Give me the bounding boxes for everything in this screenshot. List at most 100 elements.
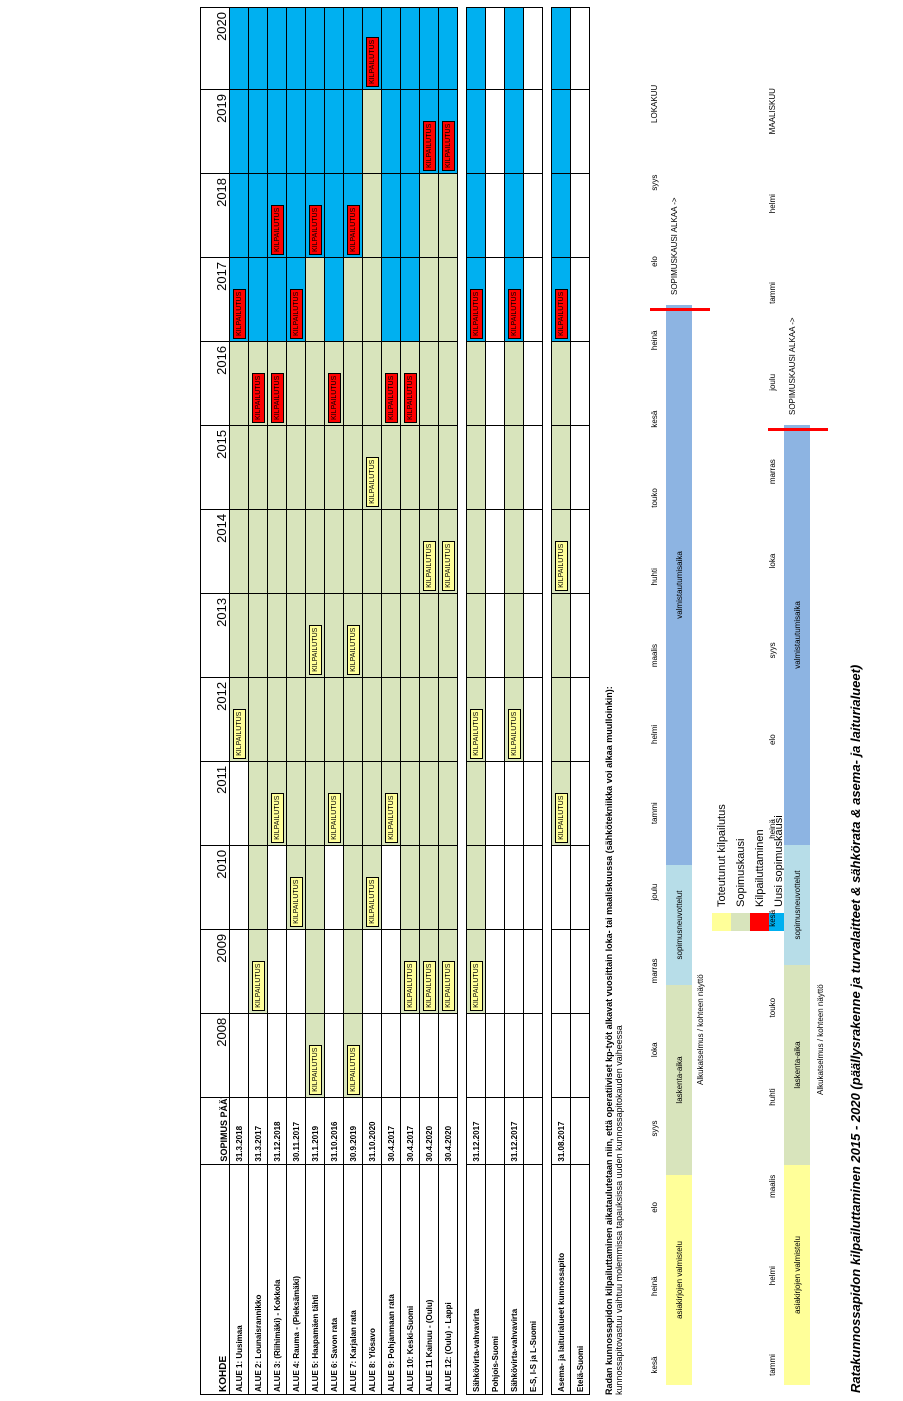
year-status-cell — [362, 677, 382, 762]
year-status-cell — [362, 341, 382, 426]
table-row: ALUE 11 Kainuu - (Oulu) 30.4.2020 KILPAILU… — [419, 7, 439, 1395]
year-status-cell — [504, 845, 524, 930]
year-status-cell: KILPAILUTUS — [504, 677, 524, 762]
year-status-cell — [381, 89, 401, 174]
tendering-tag: KILPAILUTUS — [384, 372, 398, 423]
end-date-cell: 30.4.2017 — [400, 1097, 420, 1165]
tendering-tag: KILPAILUTUS — [554, 288, 568, 339]
year-status-cell — [362, 89, 382, 174]
kohde-cell: ALUE 4: Rauma - (Pieksämäki) — [286, 1164, 306, 1395]
year-status-cell — [343, 7, 363, 90]
year-status-cell — [485, 7, 505, 90]
year-status-cell — [305, 761, 325, 846]
month-label: heinä — [650, 330, 659, 351]
year-status-cell — [438, 341, 458, 426]
month-label: syys — [650, 1120, 659, 1137]
year-status-cell — [229, 425, 249, 510]
year-status-cell: KILPAILUTUS — [362, 425, 382, 510]
year-status-cell — [570, 7, 590, 90]
tendering-tag: KILPAILUTUS — [232, 288, 246, 339]
month-label: tammi — [650, 802, 659, 825]
phase-bar: sopimusneuvottelut — [666, 865, 692, 985]
year-status-cell — [523, 677, 543, 762]
month-label: marras — [768, 459, 777, 485]
kohde-cell: ALUE 6: Savon rata — [324, 1164, 344, 1395]
year-status-cell — [466, 89, 486, 174]
year-status-cell — [523, 929, 543, 1014]
year-status-cell: KILPAILUTUS — [438, 929, 458, 1014]
month-label: heinä — [768, 819, 777, 839]
year-status-cell: KILPAILUTUS — [551, 761, 571, 846]
phase-bar: valmistautumisaika — [666, 305, 692, 865]
tender-done-tag: KILPAILUTUS — [346, 624, 360, 675]
table-row: ALUE 12: (Oulu) - Lappi 30.4.2020 KILPAILU… — [438, 7, 458, 1395]
tender-done-tag: KILPAILUTUS — [554, 792, 568, 843]
year-status-cell — [248, 257, 268, 342]
year-status-cell — [400, 425, 420, 510]
tender-done-tag: KILPAILUTUS — [422, 540, 436, 591]
year-status-cell — [466, 509, 486, 594]
month-label: MAALISKUU — [768, 88, 777, 135]
table-row: Pohjois-Suomi — [485, 7, 505, 1395]
year-status-cell — [343, 677, 363, 762]
year-status-cell — [267, 677, 287, 762]
year-status-cell — [305, 89, 325, 174]
year-status-cell: KILPAILUTUS — [343, 1013, 363, 1098]
year-status-cell — [485, 509, 505, 594]
tender-done-tag: KILPAILUTUS — [441, 960, 455, 1011]
year-status-cell — [485, 89, 505, 174]
year-status-cell — [305, 677, 325, 762]
year-status-cell — [504, 1013, 524, 1098]
year-status-cell — [466, 341, 486, 426]
year-status-cell — [229, 929, 249, 1014]
year-status-cell — [229, 509, 249, 594]
year-header-row: KOHDE SOPIMUS PÄÄTTYY 2008 2009 2010 201… — [200, 7, 230, 1395]
legend-label: Sopimuskausi — [734, 838, 747, 907]
table-row: ALUE 10: Keski-Suomi 30.4.2017 KILPAILUTUS… — [400, 7, 420, 1395]
year-status-cell — [419, 761, 439, 846]
year-status-cell — [381, 425, 401, 510]
month-label: touko — [768, 997, 777, 1018]
month-label: tammi — [768, 282, 777, 304]
year-status-cell — [419, 677, 439, 762]
year-status-cell: KILPAILUTUS — [229, 677, 249, 762]
month-label: huhti — [650, 568, 659, 586]
year-status-cell: KILPAILUTUS — [343, 593, 363, 678]
year-status-cell — [229, 593, 249, 678]
tender-done-tag: KILPAILUTUS — [441, 540, 455, 591]
year-status-cell — [248, 761, 268, 846]
year-status-cell — [400, 677, 420, 762]
year-status-cell — [381, 845, 401, 930]
year-status-cell — [267, 89, 287, 174]
kohde-cell: ALUE 2: Lounaisrannikko — [248, 1164, 268, 1395]
year-status-cell — [570, 89, 590, 174]
year-status-cell — [523, 89, 543, 174]
year-status-cell — [400, 89, 420, 174]
year-status-cell: KILPAILUTUS — [305, 593, 325, 678]
kohde-cell: Pohjois-Suomi — [485, 1164, 505, 1395]
kohde-cell: ALUE 8: Ylösavo — [362, 1164, 382, 1395]
tendering-tag: KILPAILUTUS — [289, 288, 303, 339]
year-status-cell: KILPAILUTUS — [248, 929, 268, 1014]
year-status-cell — [438, 593, 458, 678]
kohde-cell: E-S, I-S ja L-Suomi — [523, 1164, 543, 1395]
year-status-cell — [324, 845, 344, 930]
year-status-cell: KILPAILUTUS — [305, 173, 325, 258]
year-status-cell — [419, 257, 439, 342]
end-date-cell: 30.11.2017 — [286, 1097, 306, 1165]
year-status-cell — [229, 7, 249, 90]
year-status-cell — [343, 257, 363, 342]
phase-bar: asiakirjojen valmistelu — [784, 1165, 810, 1385]
table-row: ALUE 9: Pohjanmaan rata 30.4.2017 KILPAILU… — [381, 7, 401, 1395]
year-status-cell — [400, 7, 420, 90]
kohde-cell: ALUE 11 Kainuu - (Oulu) — [419, 1164, 439, 1395]
year-status-cell — [381, 929, 401, 1014]
year-status-cell — [466, 425, 486, 510]
year-status-cell — [381, 593, 401, 678]
year-status-cell: KILPAILUTUS — [551, 509, 571, 594]
year-status-cell: KILPAILUTUS — [381, 341, 401, 426]
year-status-cell — [551, 341, 571, 426]
table-row: ALUE 1: Uusimaa 31.3.2018 KILPAILUTUS KILPA… — [229, 7, 249, 1395]
phase-bar: valmistautumisaika — [784, 425, 810, 845]
tender-done-tag: KILPAILUTUS — [346, 1044, 360, 1095]
